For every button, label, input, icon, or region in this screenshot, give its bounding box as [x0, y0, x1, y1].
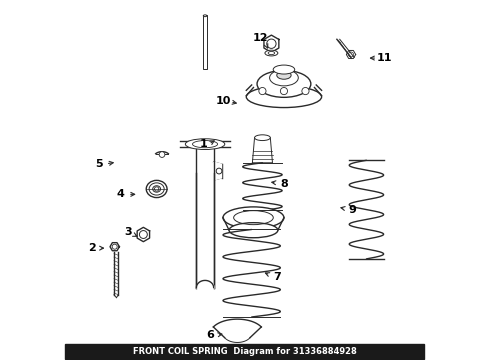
- Polygon shape: [346, 50, 355, 59]
- Circle shape: [216, 168, 222, 174]
- Polygon shape: [213, 162, 221, 180]
- Text: 8: 8: [280, 179, 287, 189]
- Bar: [222, 345, 252, 351]
- Ellipse shape: [228, 223, 277, 238]
- Polygon shape: [264, 35, 278, 52]
- Ellipse shape: [223, 207, 284, 228]
- Bar: [65, 344, 423, 359]
- Text: 3: 3: [124, 227, 131, 237]
- Ellipse shape: [276, 71, 290, 79]
- Polygon shape: [252, 138, 272, 163]
- Circle shape: [154, 187, 159, 191]
- Circle shape: [266, 39, 276, 48]
- Text: 2: 2: [88, 243, 96, 253]
- Circle shape: [258, 87, 265, 95]
- Text: FRONT COIL SPRING  Diagram for 31336884928: FRONT COIL SPRING Diagram for 3133688492…: [132, 347, 356, 356]
- Text: 5: 5: [95, 159, 103, 169]
- Circle shape: [280, 87, 287, 95]
- Polygon shape: [180, 141, 230, 147]
- Text: 7: 7: [272, 272, 280, 282]
- Text: 10: 10: [215, 96, 230, 106]
- Ellipse shape: [269, 70, 298, 86]
- Ellipse shape: [203, 15, 206, 17]
- Bar: [196, 173, 213, 288]
- Ellipse shape: [185, 139, 224, 149]
- Text: 6: 6: [206, 330, 214, 340]
- Ellipse shape: [146, 180, 167, 198]
- Bar: [203, 15, 206, 69]
- Polygon shape: [110, 243, 119, 251]
- Polygon shape: [196, 69, 214, 94]
- Polygon shape: [137, 227, 149, 242]
- Polygon shape: [213, 319, 261, 342]
- Circle shape: [301, 87, 308, 95]
- Ellipse shape: [264, 50, 277, 56]
- Ellipse shape: [254, 135, 270, 140]
- Ellipse shape: [246, 86, 321, 108]
- Circle shape: [159, 152, 164, 157]
- Ellipse shape: [257, 71, 310, 97]
- Text: 11: 11: [376, 53, 391, 63]
- Text: 9: 9: [347, 206, 355, 216]
- Circle shape: [139, 230, 147, 238]
- Text: 12: 12: [252, 33, 268, 43]
- Ellipse shape: [273, 65, 294, 74]
- Polygon shape: [155, 152, 168, 154]
- Ellipse shape: [152, 186, 160, 192]
- Text: 4: 4: [117, 189, 124, 199]
- Text: 1: 1: [199, 139, 207, 149]
